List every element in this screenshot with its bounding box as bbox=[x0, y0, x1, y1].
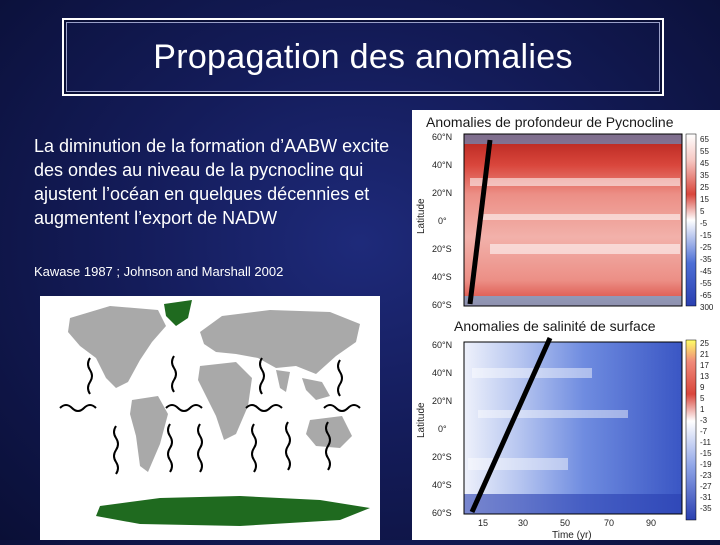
body-text: La diminution de la formation d’AABW exc… bbox=[34, 136, 390, 228]
y-tick-labels: 60°N 40°N 20°N 0° 20°S 40°S 60°S bbox=[432, 132, 452, 310]
wave-glyph bbox=[171, 355, 177, 393]
salinity-chart-title: Anomalies de salinité de surface bbox=[452, 318, 658, 334]
svg-text:-11: -11 bbox=[700, 438, 712, 447]
propagation-line bbox=[469, 336, 553, 514]
pycnocline-chart-panel: Latitude 60°N 40°N 20°N 0° 20°S 40°S 60°… bbox=[412, 110, 720, 318]
africa bbox=[198, 362, 252, 440]
wave-glyph bbox=[259, 357, 265, 395]
colorbar bbox=[685, 133, 697, 307]
x-tick-labels: 15 30 50 70 90 bbox=[478, 518, 656, 528]
svg-text:-55: -55 bbox=[700, 279, 712, 288]
svg-text:-35: -35 bbox=[700, 504, 712, 513]
world-map-svg bbox=[59, 300, 370, 526]
salinity-field bbox=[464, 342, 682, 514]
india bbox=[276, 370, 290, 392]
svg-text:60°S: 60°S bbox=[432, 508, 452, 518]
wave-glyph bbox=[165, 404, 203, 412]
svg-text:50: 50 bbox=[560, 518, 570, 528]
svg-text:60°N: 60°N bbox=[432, 132, 452, 142]
svg-text:-25: -25 bbox=[700, 243, 712, 252]
svg-text:300: 300 bbox=[700, 303, 714, 312]
wave-glyph bbox=[245, 404, 283, 412]
wave-glyph bbox=[167, 423, 173, 473]
svg-text:20°N: 20°N bbox=[432, 396, 452, 406]
slide-title: Propagation des anomalies bbox=[153, 37, 573, 76]
svg-text:-23: -23 bbox=[700, 471, 712, 480]
title-box: Propagation des anomalies bbox=[62, 18, 664, 96]
wave-glyph bbox=[87, 357, 93, 395]
svg-text:40°S: 40°S bbox=[432, 480, 452, 490]
svg-text:25: 25 bbox=[700, 183, 709, 192]
svg-text:35: 35 bbox=[700, 171, 709, 180]
svg-text:45: 45 bbox=[700, 159, 709, 168]
svg-text:-31: -31 bbox=[700, 493, 712, 502]
svg-text:-45: -45 bbox=[700, 267, 712, 276]
north-america bbox=[68, 306, 166, 388]
wave-glyph bbox=[197, 423, 203, 473]
svg-text:-35: -35 bbox=[700, 255, 712, 264]
svg-text:5: 5 bbox=[700, 207, 705, 216]
svg-text:-7: -7 bbox=[700, 427, 708, 436]
svg-text:20°S: 20°S bbox=[432, 244, 452, 254]
wave-glyph bbox=[323, 404, 361, 412]
svg-text:30: 30 bbox=[518, 518, 528, 528]
svg-text:20°S: 20°S bbox=[432, 452, 452, 462]
svg-text:70: 70 bbox=[604, 518, 614, 528]
svg-text:60°S: 60°S bbox=[432, 300, 452, 310]
svg-text:5: 5 bbox=[700, 394, 705, 403]
svg-text:21: 21 bbox=[700, 350, 709, 359]
wave-glyphs bbox=[59, 355, 361, 475]
svg-text:-19: -19 bbox=[700, 460, 712, 469]
svg-text:0°: 0° bbox=[438, 216, 447, 226]
svg-text:55: 55 bbox=[700, 147, 709, 156]
svg-text:0°: 0° bbox=[438, 424, 447, 434]
wave-glyph bbox=[285, 421, 291, 471]
xlabel: Time (yr) bbox=[552, 530, 592, 540]
greenland bbox=[164, 300, 192, 326]
wave-glyph bbox=[325, 421, 331, 471]
se-asia bbox=[302, 378, 330, 400]
svg-text:40°N: 40°N bbox=[432, 160, 452, 170]
svg-text:65: 65 bbox=[700, 135, 709, 144]
svg-text:40°N: 40°N bbox=[432, 368, 452, 378]
colorbar bbox=[685, 339, 697, 521]
svg-text:1: 1 bbox=[700, 405, 705, 414]
svg-text:-15: -15 bbox=[700, 231, 712, 240]
propagation-line bbox=[467, 139, 493, 305]
eurasia bbox=[200, 310, 360, 374]
svg-text:-3: -3 bbox=[700, 416, 708, 425]
svg-text:60°N: 60°N bbox=[432, 340, 452, 350]
svg-text:-27: -27 bbox=[700, 482, 712, 491]
svg-text:20°N: 20°N bbox=[432, 188, 452, 198]
australia bbox=[306, 416, 352, 448]
ylabel: Latitude bbox=[416, 198, 427, 234]
svg-text:40°S: 40°S bbox=[432, 272, 452, 282]
wave-glyph bbox=[337, 359, 343, 397]
pycnocline-chart: Latitude 60°N 40°N 20°N 0° 20°S 40°S 60°… bbox=[416, 132, 714, 312]
svg-text:-5: -5 bbox=[700, 219, 708, 228]
svg-text:-15: -15 bbox=[700, 449, 712, 458]
pycnocline-chart-title: Anomalies de profondeur de Pycnocline bbox=[424, 114, 676, 130]
colorbar-labels: 65 55 45 35 25 15 5 -5 -15 -25 -35 -45 -… bbox=[700, 135, 714, 312]
antarctica bbox=[96, 496, 370, 526]
salinity-chart: Latitude 60°N 40°N 20°N 0° 20°S 40°S 60°… bbox=[416, 336, 712, 541]
citation: Kawase 1987 ; Johnson and Marshall 2002 bbox=[34, 264, 284, 279]
svg-text:13: 13 bbox=[700, 372, 709, 381]
svg-text:15: 15 bbox=[700, 195, 709, 204]
wave-glyph bbox=[251, 423, 257, 473]
ylabel: Latitude bbox=[416, 402, 427, 438]
wave-glyph bbox=[59, 404, 97, 412]
wave-glyph bbox=[113, 425, 119, 475]
svg-text:15: 15 bbox=[478, 518, 488, 528]
colorbar-labels: 25 21 17 13 9 5 1 -3 -7 -11 -15 -19 -23 … bbox=[700, 339, 712, 513]
world-map bbox=[40, 296, 380, 540]
svg-text:9: 9 bbox=[700, 383, 705, 392]
y-tick-labels: 60°N 40°N 20°N 0° 20°S 40°S 60°S bbox=[432, 340, 452, 518]
svg-text:90: 90 bbox=[646, 518, 656, 528]
svg-text:17: 17 bbox=[700, 361, 709, 370]
svg-text:-65: -65 bbox=[700, 291, 712, 300]
south-america bbox=[130, 396, 168, 472]
svg-text:25: 25 bbox=[700, 339, 709, 348]
salinity-chart-panel: Latitude 60°N 40°N 20°N 0° 20°S 40°S 60°… bbox=[412, 318, 720, 541]
